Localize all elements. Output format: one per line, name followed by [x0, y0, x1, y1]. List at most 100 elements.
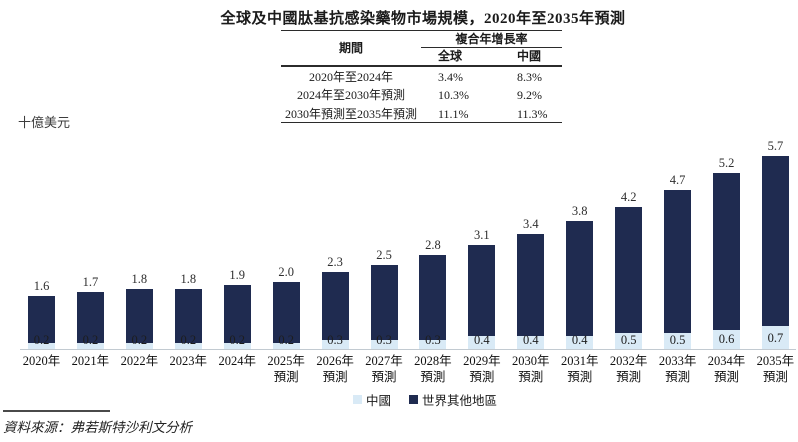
x-tick-label: 2020年	[22, 354, 61, 368]
bar-total-label: 2.0	[278, 265, 294, 279]
x-tick-label: 2031年 預測	[560, 354, 599, 384]
cagr-period-cell: 2024年至2030年預測	[296, 88, 405, 103]
bar-china-segment	[272, 343, 300, 350]
bar-china-label: 0.5	[669, 333, 686, 347]
bar-total-label: 1.6	[33, 278, 50, 293]
legend-label-china: 中國	[366, 394, 392, 408]
x-tick-label: 2023年	[169, 354, 208, 368]
bar-total-label: 2.5	[376, 248, 392, 262]
cagr-table-subheader-row: 全球 中國	[281, 47, 562, 67]
bar-china-label: 0.5	[620, 333, 637, 347]
bar-total-label: 3.8	[571, 203, 588, 218]
bar-world-segment	[370, 265, 398, 340]
y-axis-unit-label: 十億美元	[18, 115, 71, 130]
bar-china-segment	[174, 343, 202, 350]
table-row: 2020年至2024年 3.4% 8.3%	[281, 66, 562, 85]
cagr-global-value: 10.3%	[438, 88, 469, 103]
legend-item-world: 世界其他地區	[409, 390, 497, 409]
bar-total-label: 1.7	[82, 275, 99, 290]
bar-china-label: 0.4	[571, 333, 588, 347]
bar-china-segment	[566, 336, 594, 350]
table-row: 2030年預測至2035年預測 11.1% 11.3%	[281, 104, 562, 123]
bar-total-label: 1.8	[180, 271, 197, 286]
bar-world-segment	[125, 288, 153, 344]
bar-total-label: 4.7	[669, 173, 686, 188]
bar-world-segment	[761, 156, 789, 327]
bar-world-segment	[272, 282, 300, 344]
bar-world-segment	[664, 190, 692, 333]
x-tick-label: 2022年	[120, 354, 159, 368]
bar-world-segment	[223, 285, 251, 344]
x-tick-label: 2029年 預測	[463, 354, 501, 384]
legend-label-world: 世界其他地區	[422, 394, 498, 408]
bar-china-segment	[419, 339, 447, 350]
bar-total-label: 2.3	[327, 254, 343, 269]
cagr-table-period-header: 期間	[281, 30, 421, 67]
x-tick-label: 2021年	[71, 354, 110, 368]
bar-total-label: 3.1	[474, 227, 490, 242]
bar-china-label: 0.3	[376, 333, 392, 347]
bar-world-segment	[28, 295, 55, 344]
bar-china-segment	[761, 326, 789, 350]
bar-total-label: 5.2	[718, 156, 735, 171]
bar-china-label: 0.2	[131, 333, 148, 347]
x-tick-label: 2025年 預測	[267, 354, 305, 384]
cagr-table-global-header: 全球	[421, 47, 484, 67]
bar-china-label: 0.7	[767, 330, 784, 345]
bar-china-segment	[468, 336, 496, 350]
bar-world-segment	[174, 288, 202, 344]
x-tick-label: 2032年 預測	[609, 354, 648, 384]
bar-china-label: 0.2	[278, 333, 294, 347]
bar-world-segment	[76, 292, 104, 344]
cagr-period-cell: 2030年預測至2035年預測	[284, 106, 417, 121]
x-tick-label: 2024年	[218, 354, 256, 368]
cagr-china-value: 11.3%	[517, 106, 548, 121]
x-axis-line	[20, 349, 796, 350]
x-tick-label: 2034年 預測	[707, 354, 746, 384]
bar-china-segment	[615, 333, 643, 350]
bar-world-segment	[713, 173, 741, 330]
bar-china-segment	[321, 339, 349, 350]
legend-swatch-world-icon	[409, 395, 419, 404]
source-note: 資料來源：弗若斯特沙利文分析	[3, 420, 192, 435]
table-row: 2024年至2030年預測 10.3% 9.2%	[281, 85, 562, 103]
legend-swatch-china-icon	[353, 395, 362, 404]
bar-world-segment	[615, 207, 643, 333]
x-tick-label: 2026年 預測	[316, 354, 354, 384]
bar-china-segment	[28, 343, 55, 350]
bar-world-segment	[321, 271, 349, 340]
bar-total-label: 2.8	[425, 237, 441, 252]
x-tick-label: 2027年 預測	[365, 354, 403, 384]
bar-total-label: 1.9	[229, 268, 246, 283]
bar-china-label: 0.2	[180, 333, 197, 347]
bar-world-segment	[566, 220, 594, 337]
bar-total-label: 1.8	[131, 271, 148, 286]
bar-china-segment	[223, 343, 251, 350]
bar-china-segment	[713, 329, 741, 350]
bar-world-segment	[468, 244, 496, 337]
cagr-table: 期間 複合年增長率 全球 中國 2020年至2024年 3.4% 8.3% 20…	[281, 30, 562, 123]
bar-total-label: 3.4	[522, 217, 539, 232]
bar-china-label: 0.2	[82, 333, 99, 347]
cagr-table-cagr-header: 複合年增長率	[421, 30, 562, 49]
chart-legend: 中國 世界其他地區	[353, 390, 497, 409]
legend-item-china: 中國	[353, 390, 391, 409]
bar-china-segment	[517, 336, 545, 350]
cagr-global-value: 3.4%	[438, 69, 463, 84]
chart-title: 全球及中國肽基抗感染藥物市場規模，2020年至2035年預測	[220, 11, 626, 27]
bar-china-label: 0.3	[327, 333, 343, 347]
bar-china-segment	[76, 343, 104, 350]
bar-world-segment	[419, 254, 447, 340]
bar-china-label: 0.4	[522, 333, 539, 347]
bar-china-label: 0.6	[718, 332, 735, 347]
bar-total-label: 5.7	[767, 139, 784, 154]
bar-china-segment	[370, 339, 398, 350]
bar-china-label: 0.3	[425, 333, 441, 347]
bar-china-label: 0.2	[229, 333, 246, 347]
source-divider	[3, 410, 110, 412]
cagr-table-header-row: 期間 複合年增長率	[281, 30, 562, 67]
bar-china-label: 0.2	[33, 333, 50, 347]
bar-china-segment	[125, 343, 153, 350]
x-tick-label: 2030年 預測	[512, 354, 550, 384]
